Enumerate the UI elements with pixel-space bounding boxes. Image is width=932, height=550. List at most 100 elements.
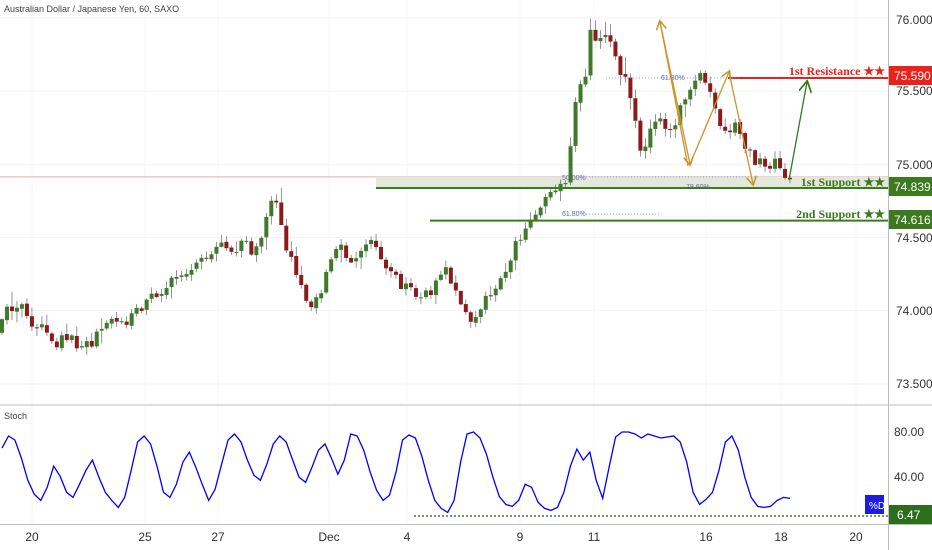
candle: [648, 119, 653, 154]
candle: [214, 241, 219, 262]
candle-body: [503, 271, 508, 278]
price-tick: 75.500: [896, 84, 932, 98]
candle-body: [144, 299, 149, 310]
candle-body: [598, 38, 603, 42]
candle: [663, 113, 668, 137]
candle-body: [633, 98, 638, 121]
candle: [783, 163, 788, 180]
candle: [379, 241, 384, 260]
candle-body: [413, 288, 418, 297]
candle: [364, 239, 369, 258]
candle-body: [69, 335, 74, 341]
candle-body: [299, 274, 304, 286]
candle: [748, 147, 753, 158]
time-tick: 11: [588, 530, 601, 544]
candle-body: [483, 295, 488, 310]
candle: [334, 245, 339, 261]
candle-body: [468, 312, 473, 322]
candle-body: [49, 333, 54, 342]
candle-body: [359, 250, 364, 258]
candle: [154, 290, 159, 298]
candle-body: [149, 293, 154, 299]
candle: [244, 235, 249, 244]
stoch-value-badge: [889, 505, 932, 524]
candle: [493, 284, 498, 302]
candle: [184, 268, 189, 281]
candle: [658, 112, 663, 125]
candle: [553, 184, 558, 195]
candle: [294, 246, 299, 279]
candle: [149, 287, 154, 304]
drawings: [660, 22, 807, 184]
candle: [673, 119, 678, 139]
candle: [124, 316, 129, 329]
candle: [398, 270, 403, 290]
candle-body: [129, 313, 134, 326]
price-tick: 75.000: [896, 158, 932, 172]
candle-body: [433, 280, 438, 295]
candle-body: [638, 120, 643, 151]
candle: [279, 187, 284, 226]
candle: [468, 310, 473, 328]
candle-body: [4, 306, 9, 321]
candle-body: [384, 259, 389, 269]
candle: [349, 254, 354, 264]
candle-body: [778, 158, 783, 169]
candle-body: [553, 190, 558, 193]
candle: [34, 323, 39, 337]
price-axis[interactable]: 76.000 75.500 75.000 74.500 74.000 73.50…: [896, 13, 932, 391]
candle-body: [59, 335, 64, 349]
resistance-1-badge: [889, 66, 932, 85]
candle: [593, 20, 598, 42]
candle: [733, 118, 738, 137]
candle: [234, 241, 239, 257]
candle-body: [44, 325, 49, 333]
time-tick: 20: [849, 530, 863, 544]
candle-body: [603, 34, 608, 38]
candle: [384, 257, 389, 276]
candle: [773, 151, 778, 173]
indicator-axis[interactable]: 80.00 40.00: [894, 425, 924, 484]
candle: [513, 236, 518, 271]
candle: [64, 323, 69, 343]
candle-body: [653, 121, 658, 129]
candle: [59, 331, 64, 352]
candle: [194, 259, 199, 272]
candle: [4, 303, 9, 325]
candle-body: [394, 271, 398, 275]
candle-body: [9, 306, 14, 312]
resistance-1-value: 75.590: [894, 69, 931, 83]
support-2-label: 2nd Support ★★: [796, 207, 885, 221]
time-axis[interactable]: 20 25 27 Dec 4 9 11 16 18 20: [25, 530, 863, 544]
candle-body: [369, 239, 374, 245]
candle: [84, 336, 89, 355]
candle: [583, 68, 588, 88]
candle: [518, 234, 523, 246]
candle-body: [39, 324, 44, 328]
candle: [403, 277, 408, 296]
candle: [698, 70, 703, 84]
candle: [638, 117, 643, 157]
candle-body: [314, 297, 319, 309]
candle-body: [214, 246, 219, 254]
candle: [538, 205, 543, 218]
support-2-value: 74.616: [894, 213, 931, 227]
candle-body: [99, 328, 104, 331]
candle: [134, 303, 139, 317]
candle: [169, 276, 174, 299]
candle: [758, 152, 763, 168]
candle: [69, 333, 74, 344]
candle: [314, 293, 319, 314]
candle: [718, 108, 723, 130]
time-tick: 20: [25, 530, 39, 544]
candle: [763, 155, 768, 172]
time-tick: 18: [774, 530, 788, 544]
candle: [753, 148, 758, 166]
candle: [418, 292, 423, 305]
candle-body: [259, 237, 264, 247]
candle-body: [179, 275, 184, 277]
candle: [723, 118, 728, 134]
